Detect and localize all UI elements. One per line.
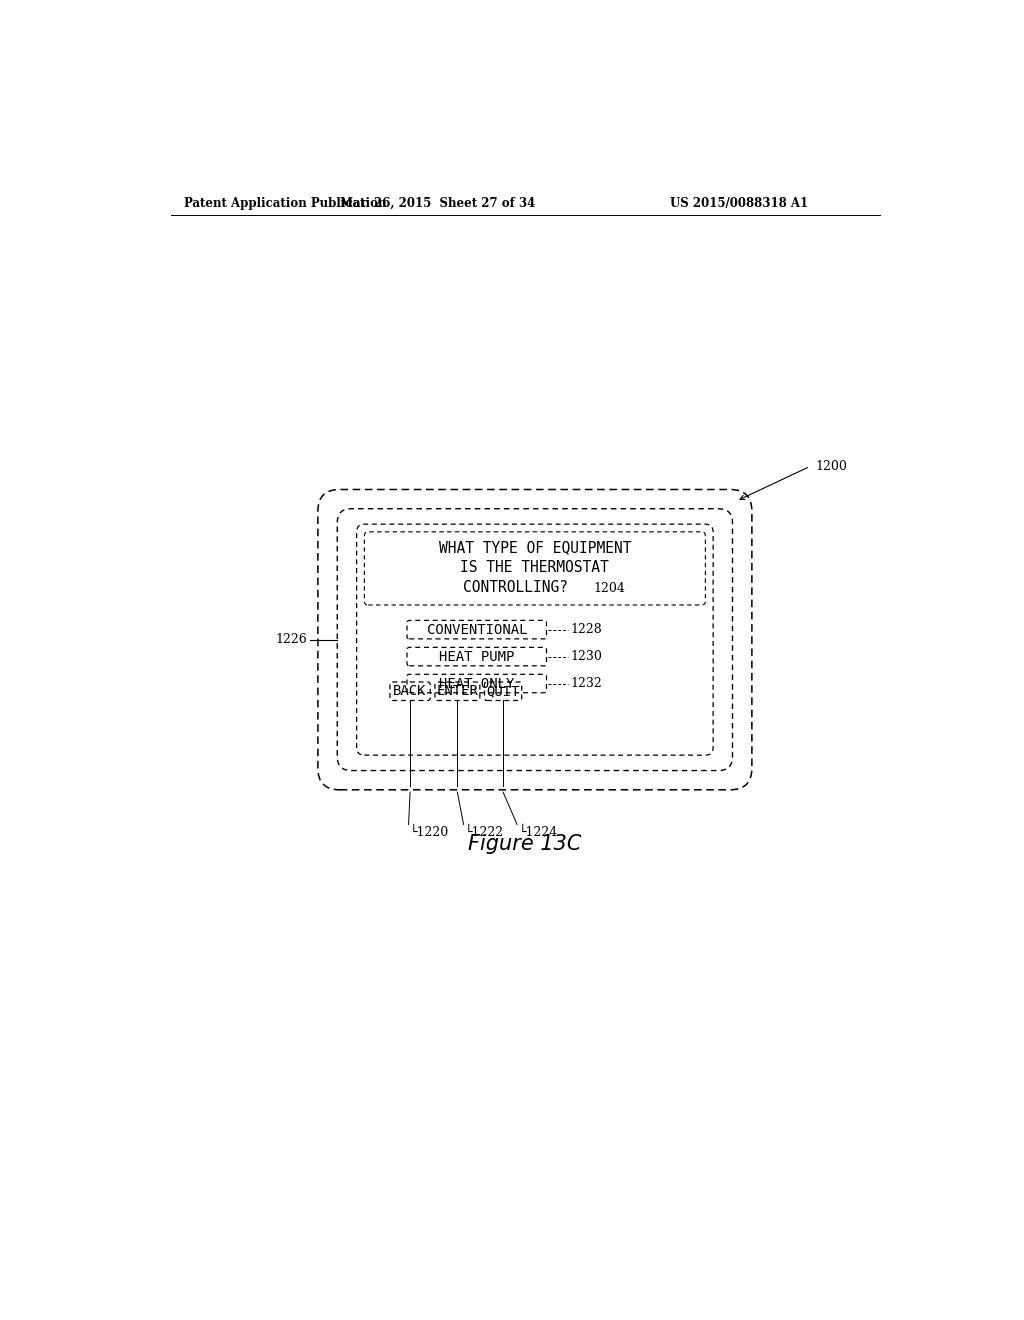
Text: Mar. 26, 2015  Sheet 27 of 34: Mar. 26, 2015 Sheet 27 of 34 — [340, 197, 536, 210]
Text: 1200: 1200 — [815, 459, 847, 473]
Text: CONVENTIONAL: CONVENTIONAL — [427, 623, 527, 636]
Text: US 2015/0088318 A1: US 2015/0088318 A1 — [671, 197, 809, 210]
Text: 1230: 1230 — [570, 649, 602, 663]
Text: 1232: 1232 — [570, 677, 602, 690]
Text: HEAT PUMP: HEAT PUMP — [439, 649, 514, 664]
Text: 1204: 1204 — [593, 582, 625, 595]
Text: WHAT TYPE OF EQUIPMENT: WHAT TYPE OF EQUIPMENT — [438, 540, 631, 554]
Text: 1228: 1228 — [570, 623, 602, 636]
Text: └1220: └1220 — [410, 825, 450, 838]
Text: ENTER: ENTER — [436, 684, 478, 698]
Text: 1226: 1226 — [275, 634, 307, 647]
Text: BACK: BACK — [393, 684, 427, 698]
Text: IS THE THERMOSTAT: IS THE THERMOSTAT — [461, 560, 609, 574]
Text: Figure 13C: Figure 13C — [468, 834, 582, 854]
Text: QUIT: QUIT — [486, 684, 520, 698]
Text: Patent Application Publication: Patent Application Publication — [183, 197, 386, 210]
Text: HEAT ONLY: HEAT ONLY — [439, 677, 514, 690]
Text: └1222: └1222 — [465, 825, 504, 838]
Text: CONTROLLING?: CONTROLLING? — [463, 579, 568, 595]
Text: └1224: └1224 — [518, 825, 558, 838]
